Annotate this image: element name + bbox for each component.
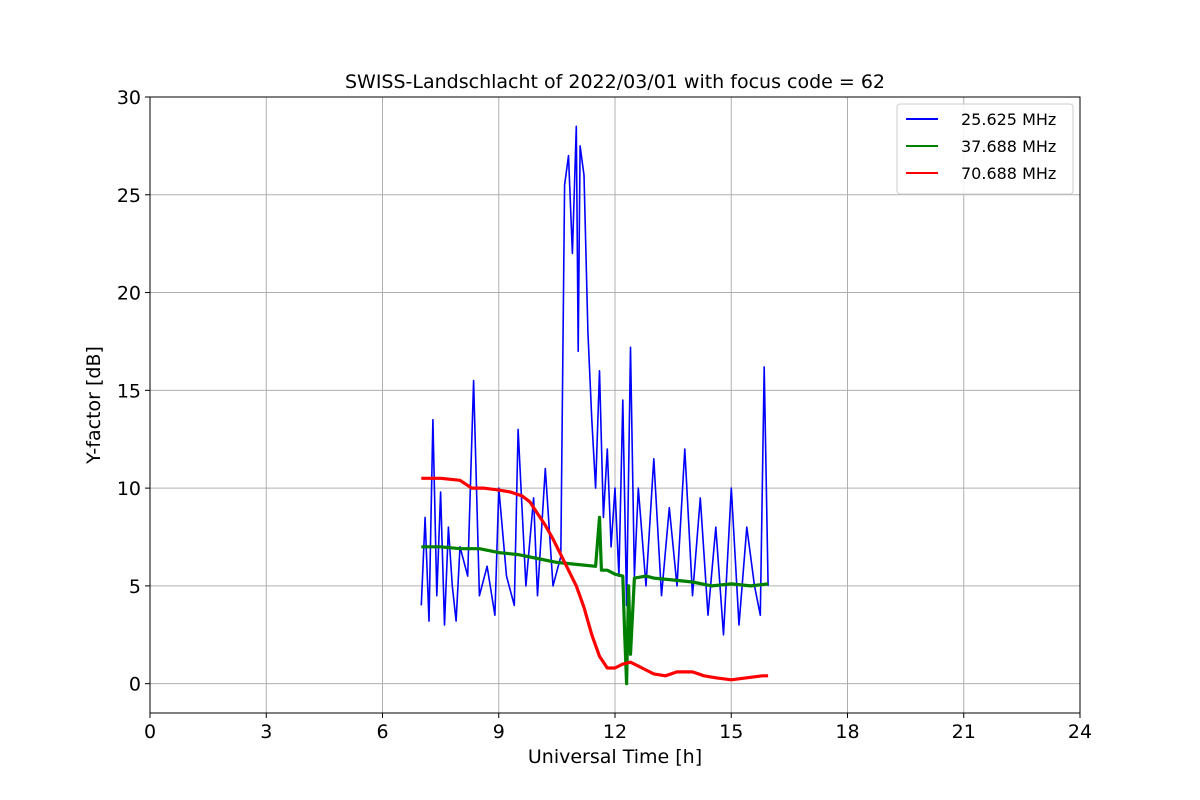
y-tick-label: 20 [117,283,141,305]
y-tick-label: 0 [129,674,141,696]
x-tick-label: 6 [376,721,388,743]
series-line-1 [421,515,769,686]
legend: 25.625 MHz 37.688 MHz 70.688 MHz [896,103,1074,195]
x-tick-label: 9 [493,721,505,743]
x-tick-label: 18 [835,721,859,743]
x-tick-label: 12 [603,721,627,743]
y-tick-label: 15 [117,380,141,402]
y-axis-label: Y-factor [dB] [83,346,105,465]
series-lines [420,125,769,686]
y-axis-ticks: 0 5 10 15 20 25 30 [117,87,150,696]
x-tick-label: 24 [1068,721,1092,743]
series-line-0 [420,125,769,636]
legend-label: 70.688 MHz [961,164,1056,183]
y-tick-label: 25 [117,185,141,207]
x-tick-label: 15 [719,721,743,743]
x-axis-label: Universal Time [h] [528,746,702,768]
x-axis-ticks: 0 3 6 9 12 15 18 21 24 [144,713,1092,743]
y-tick-label: 30 [117,87,141,109]
x-tick-label: 0 [144,721,156,743]
y-tick-label: 5 [129,576,141,598]
x-tick-label: 3 [260,721,272,743]
legend-label: 25.625 MHz [961,110,1056,129]
series-line-2 [421,476,769,682]
chart-title: SWISS-Landschlacht of 2022/03/01 with fo… [345,71,885,93]
x-tick-label: 21 [952,721,976,743]
y-tick-label: 10 [117,478,141,500]
legend-label: 37.688 MHz [961,137,1056,156]
legend-box [896,103,1074,195]
